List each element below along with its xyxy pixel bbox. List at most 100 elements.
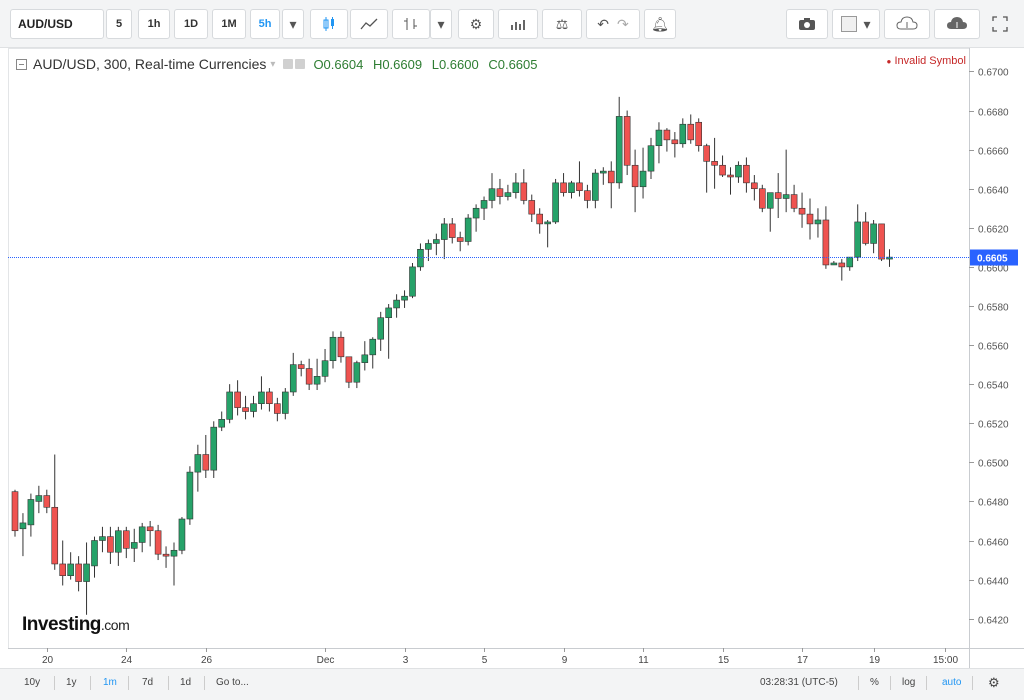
candle-body bbox=[75, 563, 82, 582]
candle-body bbox=[27, 499, 35, 526]
candle-body bbox=[504, 192, 512, 197]
candle-up bbox=[647, 137, 655, 179]
candle-body bbox=[798, 207, 806, 215]
candles-icon bbox=[323, 17, 334, 31]
candle-body bbox=[385, 307, 392, 319]
candle-body bbox=[512, 182, 520, 193]
candle-body bbox=[107, 536, 114, 553]
range-7d-button[interactable]: 7d bbox=[142, 677, 154, 688]
interval-1d-button[interactable]: 1D bbox=[174, 9, 208, 39]
candle-body bbox=[289, 364, 297, 393]
fullscreen-button[interactable] bbox=[986, 9, 1014, 39]
scale-button[interactable]: ⚖ bbox=[542, 9, 582, 39]
compare-button[interactable] bbox=[392, 9, 430, 39]
redo-icon[interactable]: ↷ bbox=[617, 15, 629, 32]
candle-body bbox=[854, 221, 862, 258]
settings-small-icon[interactable] bbox=[295, 59, 306, 69]
candle-up bbox=[194, 444, 202, 492]
alert-button[interactable]: 🔔︎ bbox=[644, 9, 676, 39]
candle-up bbox=[599, 167, 607, 185]
save-chart-button[interactable] bbox=[934, 9, 980, 39]
low-value: L0.6600 bbox=[431, 56, 479, 72]
gear-icon[interactable]: ⚙ bbox=[988, 675, 1000, 690]
load-chart-button[interactable] bbox=[884, 9, 930, 39]
candle-down bbox=[146, 520, 154, 547]
candle-down bbox=[266, 388, 273, 412]
caret-down-icon[interactable]: ▾ bbox=[270, 58, 276, 70]
candle-down bbox=[838, 259, 846, 281]
percent-scale-toggle[interactable]: % bbox=[870, 677, 879, 688]
candle-body bbox=[743, 164, 750, 184]
settings-button[interactable]: ⚙ bbox=[458, 9, 494, 39]
candle-body bbox=[425, 243, 432, 250]
candle-up bbox=[138, 522, 146, 553]
candle-body bbox=[51, 506, 59, 565]
candle-up bbox=[250, 395, 257, 418]
indicators-button[interactable] bbox=[350, 9, 388, 39]
candle-up bbox=[592, 169, 599, 209]
clock-readout[interactable]: 03:28:31 (UTC-5) bbox=[760, 677, 838, 688]
interval-5-button[interactable]: 5 bbox=[106, 9, 132, 39]
candle-body bbox=[377, 317, 385, 340]
interval-1m-button[interactable]: 1M bbox=[212, 9, 246, 39]
candle-body bbox=[266, 391, 273, 405]
candle-up bbox=[830, 261, 838, 266]
candle-body bbox=[560, 182, 567, 193]
candle-up bbox=[552, 178, 559, 224]
candle-up bbox=[870, 219, 877, 254]
candle-body bbox=[568, 182, 575, 193]
candle-down bbox=[536, 208, 544, 234]
goto-date-button[interactable]: Go to... bbox=[216, 677, 249, 688]
price-chart[interactable]: 0.6420 0.6440 0.6460 0.6480 0.6500 0.6520 0.65… bbox=[8, 48, 1024, 668]
candle-up bbox=[568, 180, 575, 199]
candle-up bbox=[393, 294, 400, 318]
collapse-icon[interactable] bbox=[16, 58, 27, 70]
interval-5h-button[interactable]: 5h bbox=[250, 9, 280, 39]
gear-icon: ⚙ bbox=[469, 15, 483, 32]
candle-down bbox=[560, 173, 567, 197]
candle-body bbox=[281, 391, 289, 414]
candle-body bbox=[417, 249, 424, 268]
candle-body bbox=[226, 391, 233, 420]
x-tick-label: 20 bbox=[42, 655, 54, 666]
color-picker-button[interactable]: ▾ bbox=[832, 9, 880, 39]
candle-body bbox=[99, 536, 106, 541]
candle-body bbox=[758, 188, 766, 209]
x-tick-label: 24 bbox=[121, 655, 133, 666]
candle-up bbox=[464, 214, 472, 246]
range-10y-button[interactable]: 10y bbox=[24, 677, 41, 688]
log-scale-toggle[interactable]: log bbox=[902, 677, 916, 688]
studies-button[interactable] bbox=[498, 9, 538, 39]
candle-up bbox=[504, 184, 512, 201]
candle-body bbox=[258, 391, 265, 405]
candle-down bbox=[758, 184, 766, 213]
candle-body bbox=[440, 223, 448, 240]
candle-body bbox=[313, 376, 321, 385]
candle-body bbox=[607, 170, 615, 184]
candle-body bbox=[409, 266, 416, 297]
symbol-input[interactable]: AUD/USD bbox=[10, 9, 104, 39]
auto-scale-toggle[interactable]: auto bbox=[942, 677, 962, 688]
snapshot-button[interactable] bbox=[786, 9, 828, 39]
chart-pane[interactable]: 0.6420 0.6440 0.6460 0.6480 0.6500 0.6520 0.65… bbox=[8, 48, 1024, 668]
x-tick-label: 17 bbox=[797, 655, 809, 666]
range-1y-button[interactable]: 1y bbox=[66, 677, 77, 688]
candle-body bbox=[170, 549, 178, 557]
last-price-badge bbox=[970, 249, 1018, 266]
interval-1h-button[interactable]: 1h bbox=[138, 9, 170, 39]
candle-up bbox=[115, 526, 122, 566]
compare-dropdown-button[interactable]: ▾ bbox=[430, 9, 452, 39]
visibility-icon[interactable] bbox=[283, 59, 294, 69]
candle-body bbox=[727, 174, 734, 178]
bottom-toolbar: 10y 1y 1m 7d 1d Go to... 03:28:31 (UTC-5… bbox=[0, 668, 1024, 700]
undo-icon[interactable]: ↶ bbox=[597, 15, 609, 32]
range-1m-button[interactable]: 1m bbox=[103, 677, 117, 688]
range-1d-button[interactable]: 1d bbox=[180, 677, 192, 688]
candle-down bbox=[456, 231, 464, 252]
interval-dropdown-button[interactable]: ▾ bbox=[282, 9, 304, 39]
divider bbox=[926, 676, 927, 690]
candle-down bbox=[51, 454, 59, 570]
candle-body bbox=[186, 471, 194, 520]
candles-style-button[interactable] bbox=[310, 9, 348, 39]
candle-body bbox=[329, 336, 337, 362]
